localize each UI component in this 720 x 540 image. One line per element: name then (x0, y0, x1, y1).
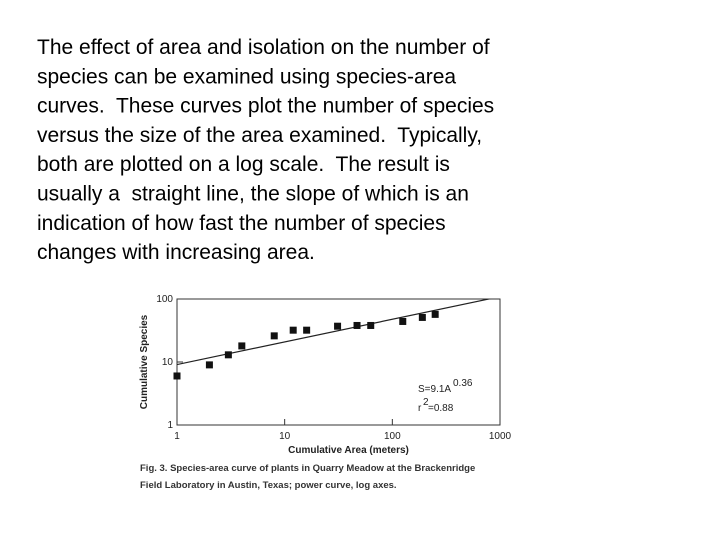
data-point (399, 317, 407, 325)
data-point (224, 351, 232, 359)
data-point (418, 313, 426, 321)
r-squared: r (418, 403, 422, 414)
paragraph-line: both are plotted on a log scale. The res… (37, 153, 450, 176)
r-squared-value: =0.88 (428, 403, 454, 414)
r-squared-exponent: 2 (423, 397, 429, 408)
data-point (289, 326, 297, 334)
data-point (334, 322, 342, 330)
paragraph-line: indication of how fast the number of spe… (37, 212, 446, 235)
data-point (353, 321, 361, 329)
x-tick-label: 10 (279, 431, 291, 442)
figure-caption: Fig. 3. Species-area curve of plants in … (140, 463, 475, 474)
data-point (431, 310, 439, 318)
paragraph-line: The effect of area and isolation on the … (37, 36, 490, 59)
x-axis-label: Cumulative Area (meters) (288, 445, 409, 456)
figure-caption: Field Laboratory in Austin, Texas; power… (140, 480, 397, 491)
data-point (238, 342, 246, 350)
y-tick-label: 1 (167, 420, 173, 431)
x-tick-label: 1000 (489, 431, 512, 442)
data-point (367, 321, 375, 329)
data-point (173, 372, 181, 380)
y-axis-label: Cumulative Species (139, 314, 150, 409)
paragraph-line: changes with increasing area. (37, 241, 315, 264)
y-tick-label: 100 (156, 294, 173, 305)
y-tick-label: 10 (162, 357, 174, 368)
paragraph-line: curves. These curves plot the number of … (37, 95, 494, 118)
data-point (303, 326, 311, 334)
x-tick-label: 1 (174, 431, 180, 442)
paragraph-line: species can be examined using species-ar… (37, 65, 456, 88)
paragraph-line: usually a straight line, the slope of wh… (37, 183, 469, 206)
x-tick-label: 100 (384, 431, 401, 442)
equation: S=9.1A (418, 384, 451, 395)
paragraph-line: versus the size of the area examined. Ty… (37, 124, 482, 147)
data-point (205, 361, 213, 369)
data-point (270, 332, 278, 340)
equation-exponent: 0.36 (453, 378, 473, 389)
